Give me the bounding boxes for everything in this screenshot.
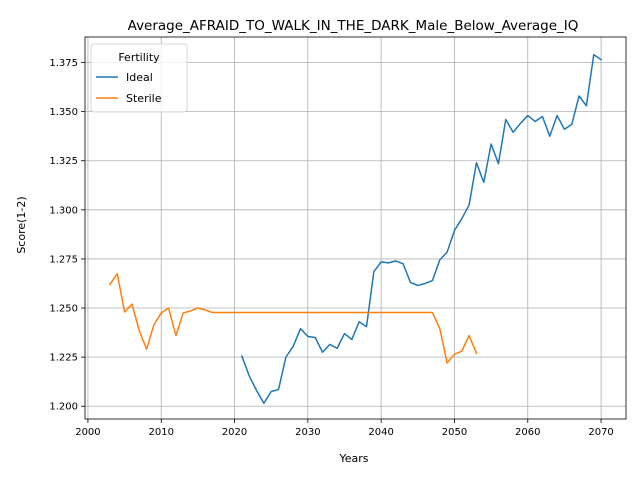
- x-tick-label: 2040: [368, 427, 393, 438]
- series-line-sterile: [108, 272, 478, 364]
- legend-title: Fertility: [118, 51, 160, 64]
- series-layer: [108, 53, 603, 405]
- x-tick-label: 2010: [149, 427, 174, 438]
- y-tick-label: 1.350: [49, 107, 78, 118]
- chart-title: Average_AFRAID_TO_WALK_IN_THE_DARK_Male_…: [128, 18, 579, 34]
- ticks-layer: 2000 2010 2020 2030 2040 2050 2060 2070 1.200 1.2…: [49, 58, 613, 438]
- grid-layer: [85, 37, 626, 419]
- x-tick-label: 2030: [295, 427, 320, 438]
- legend: Fertility Ideal Sterile: [90, 43, 188, 113]
- y-tick-label: 1.250: [49, 304, 78, 315]
- y-tick-label: 1.375: [49, 58, 78, 69]
- legend-box: [90, 43, 188, 113]
- x-tick-label: 2060: [515, 427, 540, 438]
- legend-label-sterile: Sterile: [126, 92, 162, 105]
- series-line-ideal: [240, 53, 603, 405]
- y-axis-label: Score(1-2): [15, 196, 28, 253]
- plot-frame: [84, 36, 627, 420]
- y-tick-label: 1.225: [49, 353, 78, 364]
- x-tick-label: 2070: [588, 427, 613, 438]
- x-tick-label: 2000: [75, 427, 100, 438]
- y-tick-label: 1.325: [49, 156, 78, 167]
- y-tick-label: 1.300: [49, 205, 78, 216]
- x-tick-label: 2020: [222, 427, 247, 438]
- x-axis-label: Years: [338, 452, 368, 465]
- x-tick-label: 2050: [442, 427, 467, 438]
- y-tick-label: 1.200: [49, 402, 78, 413]
- y-tick-label: 1.275: [49, 254, 78, 265]
- legend-label-ideal: Ideal: [126, 71, 153, 84]
